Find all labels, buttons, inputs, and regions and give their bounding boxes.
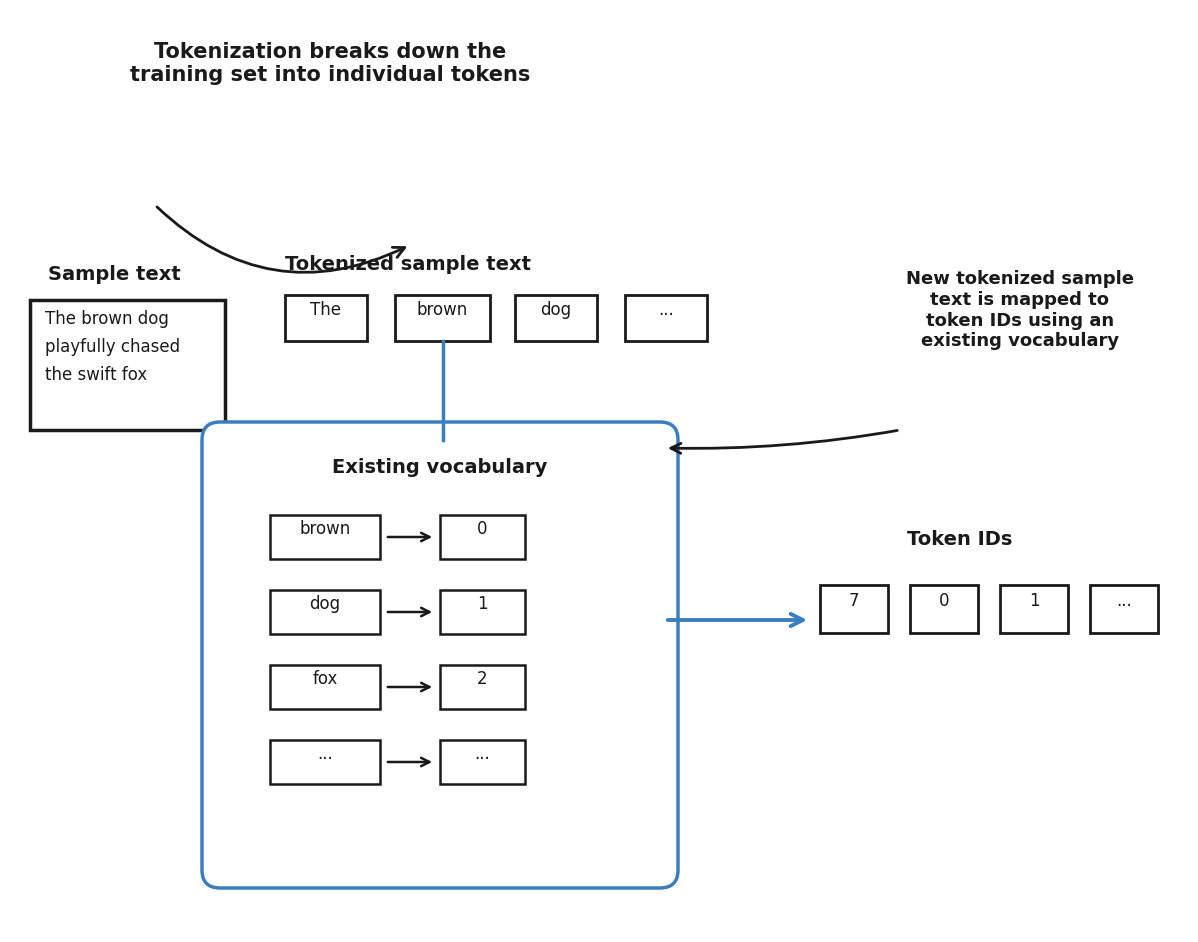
FancyBboxPatch shape <box>202 422 678 888</box>
Text: 1: 1 <box>1029 592 1040 610</box>
Text: brown: brown <box>417 301 468 319</box>
FancyBboxPatch shape <box>910 585 978 633</box>
FancyBboxPatch shape <box>270 515 380 559</box>
FancyArrowPatch shape <box>157 207 405 272</box>
FancyBboxPatch shape <box>440 665 525 709</box>
Text: Existing vocabulary: Existing vocabulary <box>332 458 547 477</box>
FancyBboxPatch shape <box>270 740 380 784</box>
Text: ...: ... <box>317 745 333 763</box>
Text: 0: 0 <box>939 592 949 610</box>
FancyBboxPatch shape <box>440 590 525 634</box>
Text: The brown dog
playfully chased
the swift fox: The brown dog playfully chased the swift… <box>46 310 180 383</box>
Text: Sample text: Sample text <box>48 265 181 284</box>
FancyBboxPatch shape <box>440 515 525 559</box>
FancyBboxPatch shape <box>1000 585 1067 633</box>
FancyArrowPatch shape <box>671 430 897 453</box>
Text: ...: ... <box>1117 592 1132 610</box>
Text: fox: fox <box>313 670 338 688</box>
FancyBboxPatch shape <box>1090 585 1158 633</box>
Text: Tokenization breaks down the
training set into individual tokens: Tokenization breaks down the training se… <box>129 42 531 85</box>
FancyArrowPatch shape <box>667 614 803 626</box>
Text: 1: 1 <box>477 595 488 613</box>
Text: Token IDs: Token IDs <box>907 530 1012 549</box>
FancyBboxPatch shape <box>30 300 225 430</box>
FancyBboxPatch shape <box>285 295 367 341</box>
Text: New tokenized sample
text is mapped to
token IDs using an
existing vocabulary: New tokenized sample text is mapped to t… <box>906 270 1135 350</box>
FancyBboxPatch shape <box>819 585 888 633</box>
Text: dog: dog <box>309 595 340 613</box>
FancyBboxPatch shape <box>270 590 380 634</box>
Text: ...: ... <box>474 745 490 763</box>
Text: brown: brown <box>300 520 351 538</box>
Text: dog: dog <box>540 301 571 319</box>
FancyBboxPatch shape <box>625 295 707 341</box>
Text: ...: ... <box>658 301 673 319</box>
FancyBboxPatch shape <box>270 665 380 709</box>
Text: 0: 0 <box>477 520 488 538</box>
Text: The: The <box>310 301 341 319</box>
Text: 7: 7 <box>848 592 859 610</box>
FancyBboxPatch shape <box>515 295 597 341</box>
Text: 2: 2 <box>477 670 488 688</box>
FancyBboxPatch shape <box>440 740 525 784</box>
FancyBboxPatch shape <box>395 295 490 341</box>
Text: Tokenized sample text: Tokenized sample text <box>285 255 531 274</box>
